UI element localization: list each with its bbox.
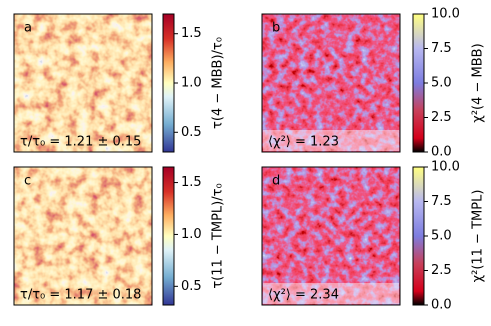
colorbar-label: χ²(11 − TMPL) <box>471 190 486 283</box>
colorbar-tick-label: 0.0 <box>431 145 452 160</box>
colorbar-tick-label: 0.5 <box>181 125 202 140</box>
colorbar-tick-label: 7.5 <box>431 194 452 209</box>
annotation-box <box>263 283 399 304</box>
map-frame <box>13 166 153 306</box>
map-image <box>14 14 152 152</box>
colorbar-tick-label: 2.5 <box>431 263 452 278</box>
colorbar-tick-label: 10.0 <box>431 160 460 175</box>
colorbar <box>162 13 175 153</box>
colorbar <box>412 13 425 153</box>
colorbar-tick-label: 0.5 <box>181 279 202 294</box>
map-frame <box>13 13 153 153</box>
annotation: ⟨χ²⟩ = 1.23 <box>268 135 339 150</box>
annotation: τ/τ₀ = 1.17 ± 0.18 <box>20 288 141 303</box>
colorbar-tick-label: 2.5 <box>431 110 452 125</box>
colorbar-label: τ(4 − MBB)/τ₀ <box>211 37 226 129</box>
map-image <box>262 14 400 152</box>
colorbar-tick-label: 10.0 <box>431 7 460 22</box>
colorbar-label: τ(11 − TMPL)/τ₀ <box>211 183 226 288</box>
colorbar-tick-label: 1.5 <box>181 26 202 41</box>
annotation: τ/τ₀ = 1.21 ± 0.15 <box>20 135 141 150</box>
map-frame <box>261 13 401 153</box>
colorbar-label: χ²(4 − MBB) <box>471 43 486 122</box>
colorbar-tick-label: 5.0 <box>431 76 452 91</box>
colorbar-tick-label: 1.0 <box>181 227 202 242</box>
colorbar <box>162 166 175 306</box>
colorbar-tick-label: 1.0 <box>181 76 202 91</box>
annotation-box <box>263 130 399 151</box>
panel-label: b <box>272 21 280 36</box>
annotation: ⟨χ²⟩ = 2.34 <box>268 288 339 303</box>
colorbar-tick-label: 5.0 <box>431 229 452 244</box>
colorbar-tick-label: 0.0 <box>431 298 452 313</box>
panel-label: a <box>24 21 32 36</box>
panel: d ⟨χ²⟩ = 2.34 0.0 2.5 5.0 7.5 10.0 χ²(11 − TMPL… <box>261 160 486 313</box>
map-frame <box>261 166 401 306</box>
panel-label: d <box>272 174 280 189</box>
map-image <box>14 167 152 305</box>
panel: b ⟨χ²⟩ = 1.23 0.0 2.5 5.0 7.5 10.0 χ²(4 − MBB) <box>261 7 486 160</box>
colorbar <box>412 166 425 306</box>
colorbar-tick-label: 7.5 <box>431 41 452 56</box>
panel: c τ/τ₀ = 1.17 ± 0.18 0.5 1.0 1.5 τ(11 − TMPL)… <box>13 166 226 306</box>
colorbar-tick-label: 1.5 <box>181 175 202 190</box>
panel-label: c <box>24 174 31 189</box>
map-image <box>262 167 400 305</box>
panel: a τ/τ₀ = 1.21 ± 0.15 0.5 1.0 1.5 τ(4 − MBB)/τ… <box>13 13 226 153</box>
